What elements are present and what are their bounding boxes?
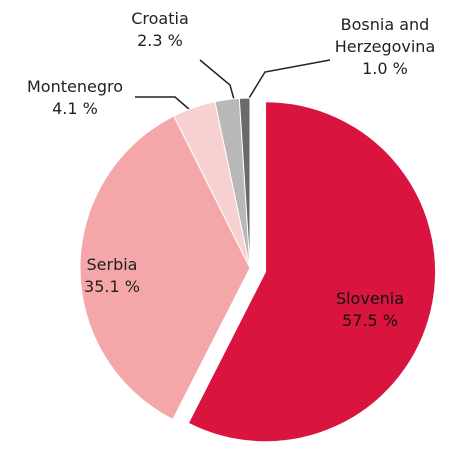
category-name: Bosnia and Herzegovina [334,15,436,56]
slice-label: Serbia 35.1 % [52,254,172,298]
slice-label: Montenegro 4.1 % [10,76,140,120]
slice-label: Croatia 2.3 % [100,8,220,52]
leader-line [199,59,236,104]
category-name: Montenegro [26,77,123,96]
category-name: Croatia [131,9,189,28]
category-name: Slovenia [335,289,405,308]
pie-slice [79,115,251,421]
category-name: Serbia [86,255,138,274]
leader-line [245,59,331,104]
value-label: 57.5 % [342,311,398,330]
value-label: 1.0 % [362,59,408,78]
value-label: 4.1 % [52,99,98,118]
pie-slice [187,101,437,443]
slice-label: Bosnia and Herzegovina 1.0 % [315,14,455,80]
pie-slice [238,97,251,269]
slice-label: Slovenia 57.5 % [310,288,430,332]
value-label: 35.1 % [84,277,140,296]
leader-line [135,96,191,111]
value-label: 2.3 % [137,31,183,50]
